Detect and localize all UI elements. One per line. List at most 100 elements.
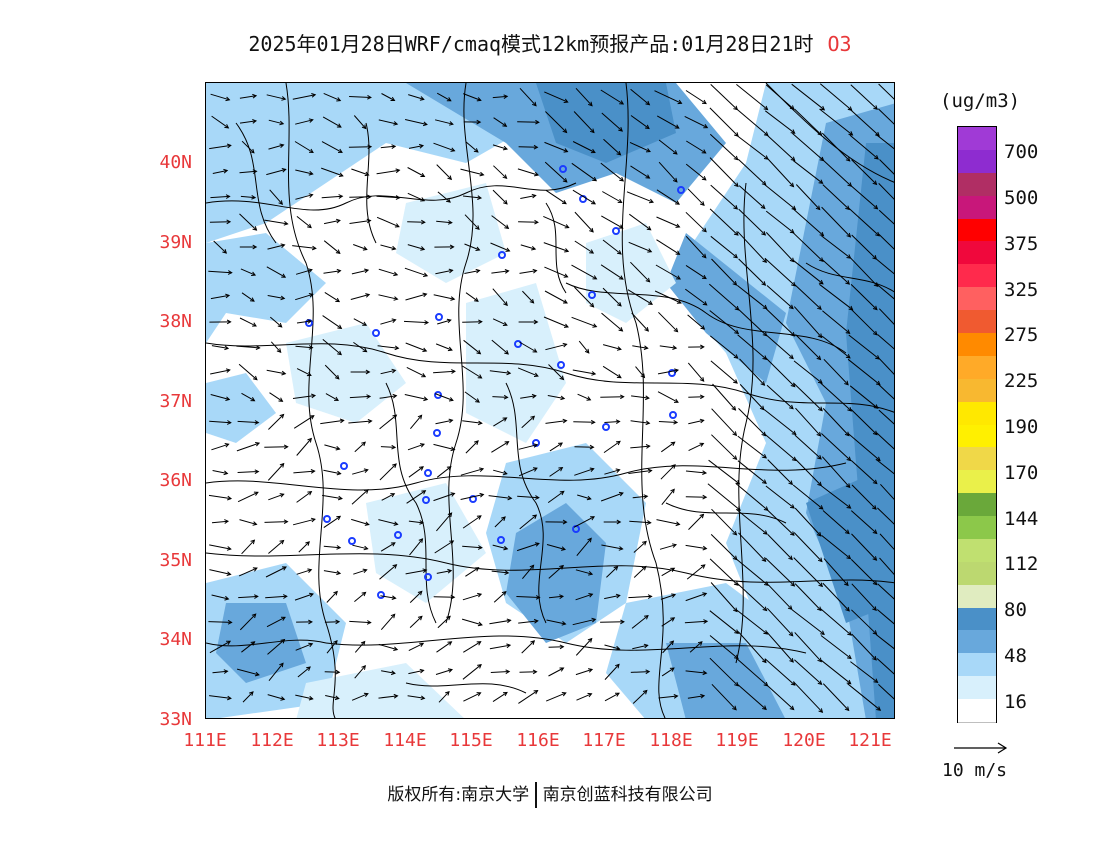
wind-arrow bbox=[601, 544, 623, 550]
wind-arrow bbox=[659, 544, 677, 550]
wind-arrow bbox=[548, 595, 564, 599]
wind-arrow bbox=[295, 694, 313, 700]
wind-arrowhead bbox=[676, 275, 682, 280]
wind-arrowhead bbox=[669, 640, 675, 646]
wind-arrowhead bbox=[477, 195, 483, 200]
wind-arrowhead bbox=[308, 642, 314, 648]
wind-arrow bbox=[268, 414, 284, 430]
wind-arrowhead bbox=[591, 617, 597, 623]
wind-arrowhead bbox=[479, 492, 485, 498]
wind-arrow bbox=[463, 641, 481, 653]
wind-arrowhead bbox=[563, 273, 569, 278]
wind-arrow bbox=[211, 115, 229, 129]
wind-arrowhead bbox=[506, 643, 512, 649]
wind-arrow bbox=[685, 288, 707, 306]
colorbar-band bbox=[958, 424, 996, 449]
wind-arrow bbox=[518, 620, 538, 624]
wind-arrow bbox=[766, 285, 794, 309]
wind-arrow bbox=[631, 615, 649, 629]
wind-arrow bbox=[878, 383, 894, 400]
wind-arrow bbox=[547, 395, 565, 399]
wind-arrowhead bbox=[447, 175, 453, 181]
wind-arrow bbox=[573, 421, 595, 423]
wind-arrowhead bbox=[670, 617, 676, 622]
wind-arrow bbox=[323, 240, 341, 254]
wind-arrowhead bbox=[703, 124, 709, 129]
wind-arrowhead bbox=[616, 519, 622, 525]
wind-arrowhead bbox=[670, 488, 675, 494]
wind-arrow bbox=[518, 690, 538, 704]
wind-arrow bbox=[875, 133, 894, 150]
wind-arrowhead bbox=[844, 529, 850, 535]
wind-arrowhead bbox=[872, 505, 877, 510]
wind-arrowhead bbox=[279, 413, 285, 419]
wind-arrow bbox=[763, 433, 797, 461]
wind-arrow bbox=[658, 311, 678, 333]
wind-arrow bbox=[239, 120, 257, 124]
wind-arrow bbox=[708, 283, 740, 311]
wind-arrowhead bbox=[872, 430, 878, 436]
wind-arrowhead bbox=[392, 564, 398, 569]
wind-arrow bbox=[325, 393, 339, 401]
wind-arrow bbox=[517, 495, 539, 499]
wind-arrow bbox=[602, 287, 622, 307]
wind-arrow bbox=[493, 591, 507, 603]
wind-arrow bbox=[876, 258, 894, 275]
wind-arrowhead bbox=[447, 568, 453, 574]
wind-arrow bbox=[577, 393, 591, 401]
wind-arrowhead bbox=[252, 567, 258, 572]
wind-arrow bbox=[517, 121, 539, 123]
wind-arrow bbox=[353, 341, 367, 353]
wind-arrow bbox=[851, 609, 877, 635]
wind-arrow bbox=[465, 141, 479, 153]
wind-arrow bbox=[324, 444, 340, 450]
wind-arrowhead bbox=[422, 292, 428, 298]
wind-arrowhead bbox=[391, 318, 397, 323]
wind-arrowhead bbox=[533, 618, 539, 624]
wind-arrowhead bbox=[642, 540, 647, 546]
wind-arrowhead bbox=[533, 690, 539, 695]
wind-arrowhead bbox=[875, 231, 880, 237]
wind-arrow bbox=[850, 460, 878, 484]
wind-arrowhead bbox=[789, 705, 795, 711]
wind-arrowhead bbox=[226, 571, 232, 576]
wind-arrowhead bbox=[424, 320, 430, 325]
wind-arrowhead bbox=[393, 521, 399, 526]
wind-arrowhead bbox=[645, 444, 651, 449]
wind-arrowhead bbox=[702, 227, 707, 233]
wind-arrowhead bbox=[420, 695, 426, 701]
wind-arrow bbox=[711, 508, 737, 536]
wind-arrow bbox=[354, 665, 366, 679]
wind-arrowhead bbox=[334, 695, 340, 701]
wind-arrowhead bbox=[335, 619, 341, 625]
wind-arrow bbox=[520, 244, 536, 250]
wind-arrow bbox=[462, 420, 482, 424]
wind-arrow bbox=[659, 345, 677, 349]
wind-arrowhead bbox=[532, 268, 538, 274]
wind-arrowhead bbox=[791, 456, 797, 462]
wind-arrow bbox=[351, 168, 369, 176]
wind-arrowhead bbox=[844, 380, 849, 386]
wind-arrowhead bbox=[816, 355, 822, 361]
wind-arrow bbox=[878, 233, 894, 250]
wind-arrowhead bbox=[619, 394, 625, 400]
wind-arrow bbox=[324, 219, 340, 225]
wind-arrowhead bbox=[818, 505, 824, 510]
wind-arrow bbox=[847, 433, 881, 461]
wind-arrowhead bbox=[479, 467, 485, 472]
wind-arrow bbox=[661, 488, 675, 506]
wind-arrowhead bbox=[762, 258, 768, 264]
wind-arrow bbox=[688, 419, 704, 425]
wind-arrow bbox=[380, 145, 396, 149]
wind-arrowhead bbox=[672, 177, 678, 183]
wind-arrow bbox=[878, 684, 894, 700]
wind-arrow bbox=[493, 469, 507, 475]
colorbar-label-325: 325 bbox=[1004, 279, 1039, 301]
wind-arrow bbox=[737, 231, 767, 263]
wind-arrow bbox=[321, 167, 343, 177]
wind-arrowhead bbox=[669, 667, 675, 672]
wind-arrowhead bbox=[474, 297, 479, 302]
wind-arrow bbox=[237, 491, 259, 503]
wind-arrowhead bbox=[588, 668, 594, 673]
wind-arrow bbox=[294, 141, 314, 153]
